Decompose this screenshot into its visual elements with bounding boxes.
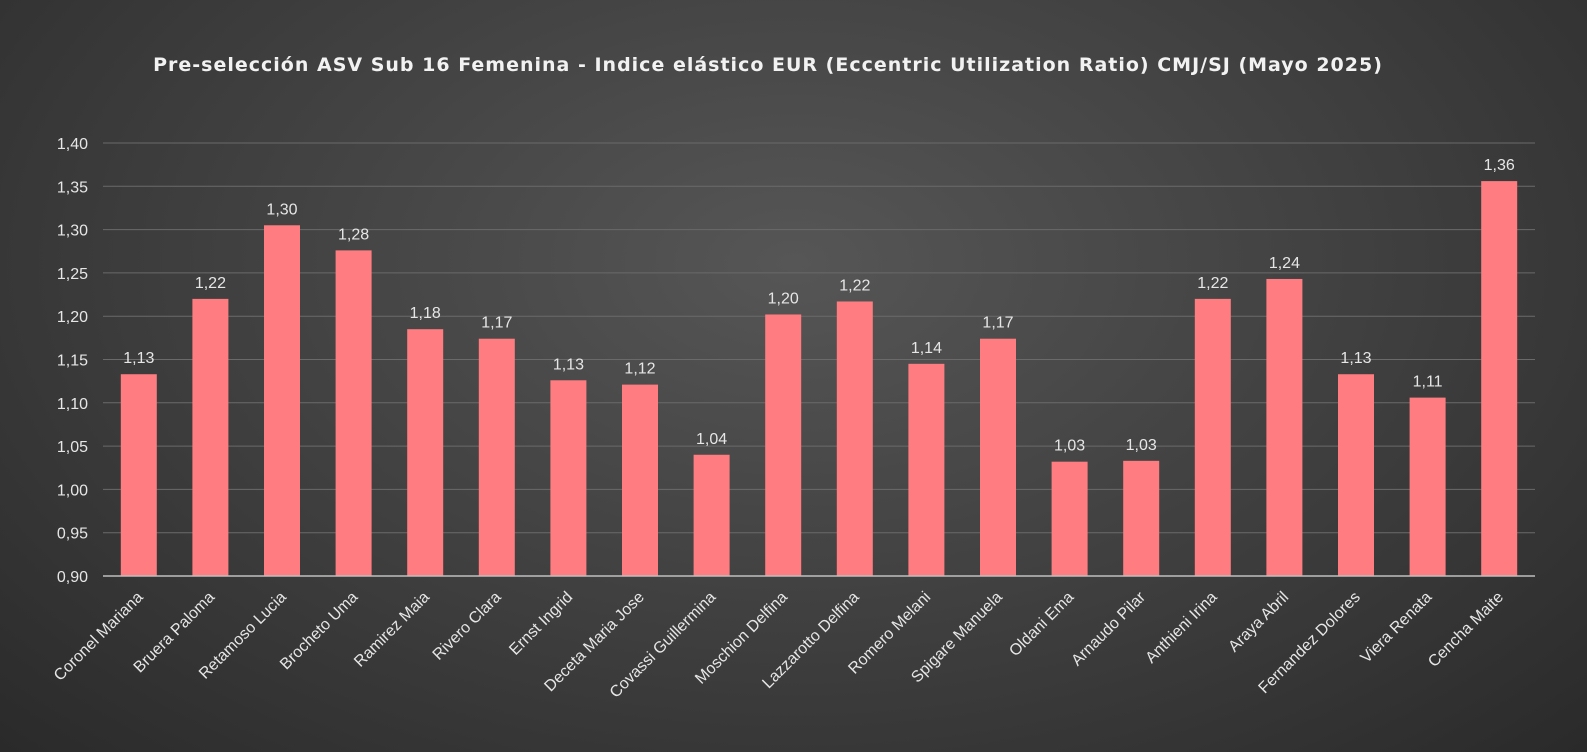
x-tick-label: Brocheto Uma	[277, 589, 361, 673]
data-label: 1,04	[696, 431, 727, 448]
data-label: 1,03	[1054, 438, 1085, 455]
data-label: 1,12	[624, 361, 655, 378]
data-label: 1,18	[410, 305, 441, 322]
y-tick-label: 1,25	[57, 266, 88, 283]
data-label: 1,17	[982, 315, 1013, 332]
bar	[1123, 460, 1160, 576]
data-label: 1,24	[1269, 255, 1300, 272]
data-label: 1,20	[768, 290, 799, 307]
x-tick-label: Viera Renata	[1358, 589, 1436, 667]
bar	[1481, 181, 1518, 576]
bar	[1338, 374, 1374, 576]
data-label: 1,13	[1340, 350, 1371, 367]
x-tick-label: Anthieni Irina	[1143, 589, 1221, 667]
y-tick-label: 1,10	[57, 396, 88, 413]
x-tick-label: Coronel Mariana	[51, 589, 147, 685]
bar	[1409, 397, 1446, 576]
bar	[192, 298, 229, 576]
x-tick-label: Arnaudo Pilar	[1068, 588, 1149, 669]
bar	[836, 301, 873, 576]
data-label: 1,36	[1484, 157, 1515, 174]
data-label: 1,30	[266, 201, 297, 218]
y-tick-label: 1,05	[57, 439, 88, 456]
bar	[1194, 298, 1231, 576]
data-label: 1,13	[553, 356, 584, 373]
y-tick-label: 0,90	[57, 569, 88, 586]
data-label: 1,11	[1413, 374, 1443, 391]
y-tick-label: 1,35	[57, 179, 88, 196]
bar	[550, 380, 587, 576]
bar	[264, 225, 300, 576]
x-tick-label: Ramirez Maia	[351, 589, 433, 671]
y-tick-label: 1,20	[57, 309, 88, 326]
bar	[335, 250, 372, 576]
bar	[980, 338, 1016, 576]
x-tick-label: Araya Abril	[1225, 589, 1292, 656]
data-label: 1,28	[338, 226, 369, 243]
bar	[765, 314, 802, 576]
x-tick-label: Rivero Clara	[430, 589, 505, 664]
data-labels: 1,13 1,22 1,30 1,28 1,18 1,17 1,13 1,12 1,04 1,20…	[123, 157, 1515, 455]
data-label: 1,13	[123, 350, 154, 367]
y-tick-label: 1,40	[57, 136, 88, 153]
bar	[120, 374, 157, 576]
data-label: 1,17	[481, 315, 512, 332]
x-tick-label: Ernst Ingrid	[506, 589, 576, 659]
y-tick-label: 1,15	[57, 353, 88, 370]
grid-lines	[103, 142, 1535, 534]
data-label: 1,22	[195, 275, 226, 292]
y-tick-label: 1,30	[57, 223, 88, 240]
bars	[120, 181, 1518, 576]
data-label: 1,03	[1126, 437, 1157, 454]
y-axis-ticks: 0,90 0,95 1,00 1,05 1,10 1,15 1,20 1,25 1,30 1,35…	[57, 136, 88, 586]
bar	[622, 384, 658, 576]
data-label: 1,22	[1197, 275, 1228, 292]
bar	[1266, 278, 1303, 576]
bar	[908, 363, 945, 576]
x-tick-label: Oldani Ema	[1006, 589, 1077, 660]
bar	[1051, 461, 1088, 576]
data-label: 1,14	[911, 340, 942, 357]
y-tick-label: 1,00	[57, 482, 88, 499]
data-label: 1,22	[839, 277, 870, 294]
y-tick-label: 0,95	[57, 526, 88, 543]
chart-title: Pre-selección ASV Sub 16 Femenina - Indi…	[153, 54, 1383, 76]
bar	[693, 454, 730, 576]
bar	[407, 329, 444, 576]
bar	[478, 338, 515, 576]
x-tick-label: Cencha Maite	[1425, 589, 1507, 671]
